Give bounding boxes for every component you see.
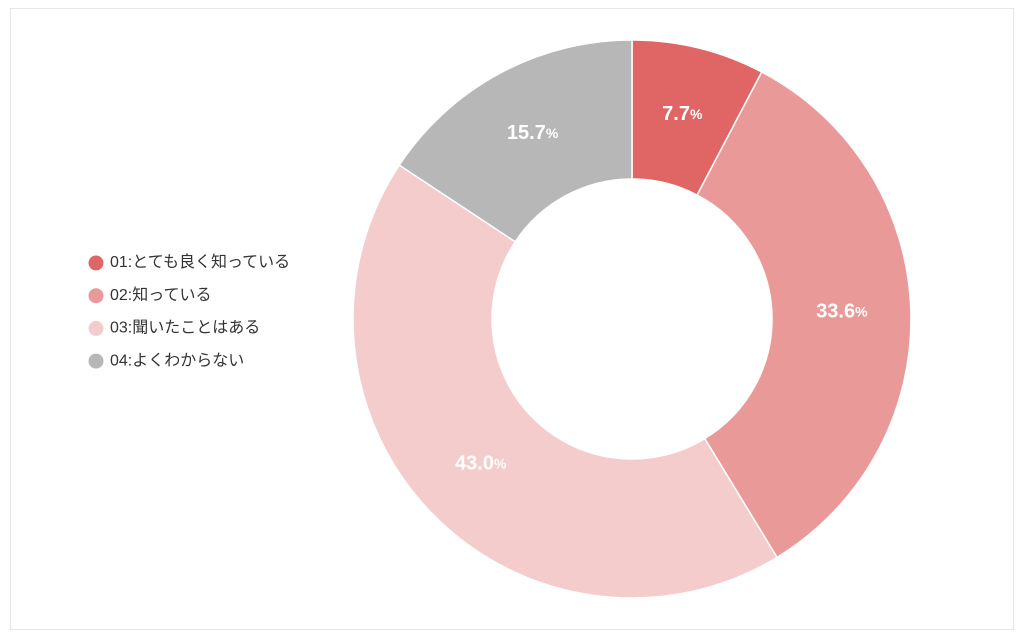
donut-slice	[398, 39, 633, 243]
value-label: 7.7%	[662, 103, 703, 125]
value-label: 33.6%	[816, 301, 868, 323]
legend-marker	[88, 255, 104, 271]
legend-text: 02:知っている	[110, 286, 211, 304]
donut-slice	[696, 71, 912, 559]
legend-text: 03:聞いたことはある	[110, 319, 260, 337]
donut-slice	[352, 164, 779, 599]
legend-text: 01:とても良く知っている	[110, 253, 290, 271]
legend-marker	[88, 288, 104, 304]
legend-marker	[88, 353, 104, 369]
value-label: 15.7%	[507, 122, 559, 144]
value-label: 43.0%	[455, 453, 507, 475]
legend-text: 04:よくわからない	[110, 351, 244, 369]
legend-marker	[88, 320, 104, 336]
